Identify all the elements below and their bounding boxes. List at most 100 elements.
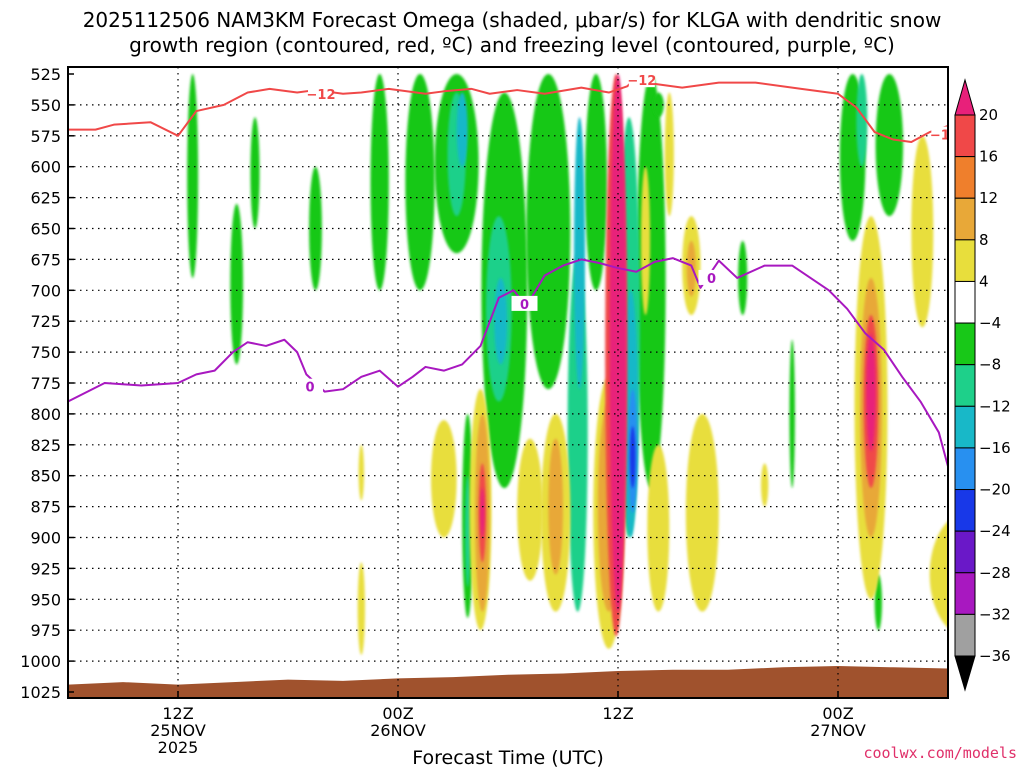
colorbar-label-9: −20 (979, 481, 1011, 499)
omega-cell-29 (874, 574, 882, 631)
colorbar-bin-11 (954, 572, 976, 615)
colorbar-label-5: −4 (979, 314, 1001, 332)
colorbar-top-arrow (954, 78, 976, 116)
colorbar-bin-1 (954, 156, 976, 199)
terrain-surface-layer (68, 666, 948, 698)
omega-cell-18 (856, 74, 868, 167)
colorbar-bin-2 (954, 197, 976, 241)
x-tick-label-3-1: 27NOV (810, 721, 866, 740)
dgz-label-2: −12 (627, 74, 656, 89)
omega-cell-31 (431, 420, 457, 538)
colorbar-label-12: −32 (979, 605, 1011, 623)
colorbar-label-2: 12 (979, 189, 998, 207)
colorbar-label-1: 16 (979, 148, 998, 166)
colorbar-label-7: −12 (979, 397, 1011, 415)
y-tick-label-5: 650 (30, 220, 61, 239)
y-tick-label-8: 725 (30, 312, 61, 331)
omega-cell-48 (686, 240, 696, 297)
omega-cell-39 (548, 438, 564, 575)
y-tick-label-7: 700 (30, 281, 61, 300)
omega-cell-35 (480, 488, 485, 538)
omega-cell-12 (526, 74, 571, 390)
omega-cell-36 (357, 562, 366, 655)
omega-cell-15 (652, 92, 664, 118)
x-tick-label-0-0: 12Z (162, 704, 193, 723)
omega-cell-2 (250, 117, 260, 229)
y-tick-label-20: 1025 (20, 683, 61, 702)
x-tick-label-1-1: 26NOV (370, 721, 426, 740)
colorbar-label-0: 20 (979, 106, 998, 124)
omega-cell-37 (517, 438, 543, 581)
contour-layer: −12 −12 −12 0 0 0 (68, 72, 948, 471)
y-tick-label-19: 1000 (20, 652, 61, 671)
y-tick-label-11: 800 (30, 405, 61, 424)
colorbar: 20 16 12 8 4 −4 −8 −12 −16 −20 −24 −28 −32 −36 (954, 78, 1011, 692)
colorbar-bin-4 (954, 280, 976, 324)
colorbar-bin-12 (954, 613, 976, 657)
freezing-label-1: 0 (305, 381, 314, 396)
y-tick-label-6: 675 (30, 250, 61, 269)
omega-cell-46 (664, 92, 674, 217)
x-tick-label-0-2: 2025 (158, 738, 199, 757)
omega-cell-19 (875, 74, 904, 217)
colorbar-label-13: −36 (979, 647, 1011, 665)
y-tick-label-10: 775 (30, 374, 61, 393)
omega-cell-50 (761, 463, 769, 507)
omega-cell-0 (187, 74, 199, 278)
gridlines (68, 67, 948, 698)
y-tick-label-12: 825 (30, 436, 61, 455)
omega-cell-13 (585, 73, 607, 291)
x-tick-label-0-1: 25NOV (150, 721, 206, 740)
y-tick-label-0: 525 (30, 65, 61, 84)
x-tick-label-3-0: 00Z (822, 704, 853, 723)
dgz-label-1-bg (308, 85, 334, 101)
omega-cell-5 (405, 73, 435, 291)
freezing-label-1-bg (297, 378, 323, 394)
y-axis-ticks: 525 550 575 600 625 650 675 700 725 750 775 800 825 8… (20, 65, 74, 702)
terrain-fill (68, 666, 948, 698)
x-tick-label-1-0: 00Z (382, 704, 413, 723)
dgz-label-1: −12 (307, 88, 336, 103)
y-tick-label-13: 850 (30, 467, 61, 486)
y-tick-label-2: 575 (30, 127, 61, 146)
colorbar-label-8: −16 (979, 439, 1011, 457)
colorbar-label-3: 8 (979, 231, 989, 249)
y-tick-label-17: 950 (30, 590, 61, 609)
colorbar-label-4: 4 (979, 272, 989, 290)
colorbar-bottom-arrow (954, 655, 976, 692)
colorbar-bin-3 (954, 239, 976, 282)
y-tick-label-9: 750 (30, 343, 61, 362)
omega-cell-57 (929, 521, 948, 629)
y-tick-label-16: 925 (30, 559, 61, 578)
omega-cell-45 (647, 444, 670, 612)
freezing-label-2: 0 (520, 298, 529, 313)
watermark-text: coolwx.com/models (863, 744, 1017, 762)
omega-cell-44 (640, 166, 651, 316)
omega-cell-27 (629, 426, 636, 489)
colorbar-label-10: −24 (979, 522, 1011, 540)
freezing-label-3: 0 (707, 272, 716, 287)
dgz-label-3-bg (931, 126, 948, 142)
y-tick-label-18: 975 (30, 621, 61, 640)
freezing-label-3-bg (698, 269, 725, 285)
dgz-contour-upper (68, 76, 948, 143)
colorbar-label-6: −8 (979, 356, 1001, 374)
x-axis-title: Forecast Time (UTC) (412, 747, 603, 768)
colorbar-bin-10 (954, 530, 976, 574)
omega-cell-1 (230, 203, 244, 365)
y-tick-label-3: 600 (30, 158, 61, 177)
colorbar-label-11: −28 (979, 564, 1011, 582)
freezing-level-contour (68, 257, 948, 471)
colorbar-bin-5 (954, 322, 976, 366)
colorbar-bin-8 (954, 447, 976, 491)
omega-cell-55 (911, 135, 934, 328)
freezing-label-2-bg (511, 295, 538, 311)
omega-cell-4 (370, 73, 389, 291)
omega-cell-8 (456, 92, 468, 167)
y-tick-label-15: 900 (30, 529, 61, 548)
omega-cell-49 (685, 413, 719, 612)
omega-cell-54 (866, 333, 876, 451)
y-tick-label-4: 625 (30, 189, 61, 208)
omega-cell-28 (789, 339, 795, 489)
